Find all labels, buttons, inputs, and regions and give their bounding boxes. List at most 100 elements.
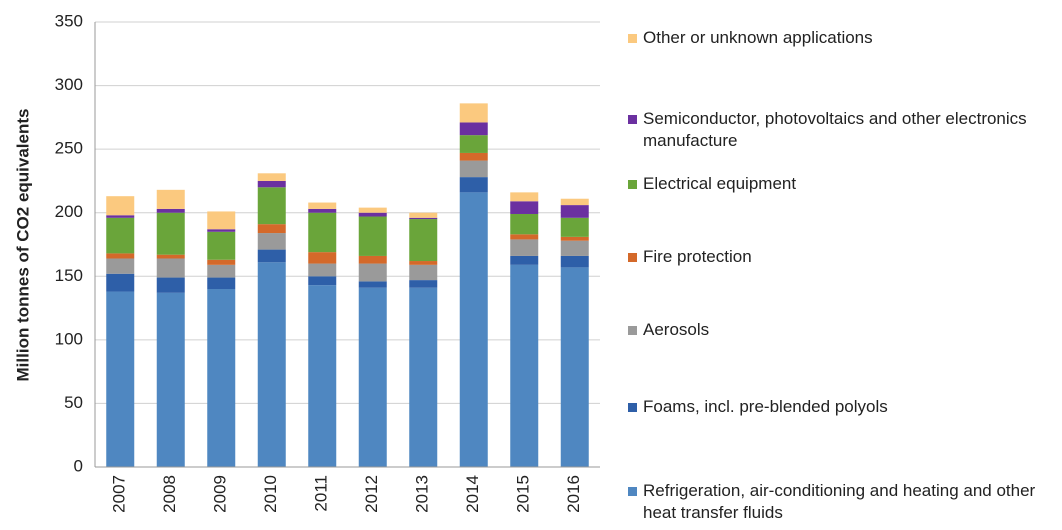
bar-segment	[459, 152, 488, 161]
bar-segment	[106, 258, 135, 274]
bar-segment	[156, 254, 185, 259]
bar-segment	[560, 198, 589, 206]
bar-segment	[308, 202, 337, 209]
x-tick-label: 2016	[564, 475, 583, 513]
bar-segment	[106, 291, 135, 467]
legend-entry: Electrical equipment	[628, 173, 1058, 195]
y-tick-label: 250	[55, 139, 83, 158]
x-tick-label: 2013	[413, 475, 432, 513]
legend-entry: Aerosols	[628, 319, 1058, 341]
bar-segment	[409, 287, 438, 467]
legend-entry: Other or unknown applications	[628, 27, 1058, 49]
bar-segment	[257, 224, 286, 234]
x-tick-label: 2012	[362, 475, 381, 513]
legend-label: Other or unknown applications	[643, 28, 873, 47]
bar-segment	[207, 229, 236, 232]
bar-segment	[560, 240, 589, 256]
x-tick-label: 2010	[261, 475, 280, 513]
legend-swatch	[628, 253, 637, 262]
y-tick-label: 350	[55, 11, 83, 30]
bar-segment	[207, 211, 236, 230]
bar-segment	[207, 259, 236, 265]
bar-segment	[560, 267, 589, 467]
bar-segment	[510, 264, 539, 467]
bar-segment	[459, 135, 488, 153]
bar-segment	[257, 262, 286, 467]
bar-segment	[459, 192, 488, 467]
bar-segment	[560, 205, 589, 218]
bar-segment	[156, 258, 185, 278]
x-tick-label: 2014	[463, 475, 482, 513]
bar-segment	[106, 273, 135, 292]
bar-segment	[358, 281, 387, 288]
legend-label: Refrigeration, air-conditioning and heat…	[643, 481, 1036, 522]
bar-segment	[560, 255, 589, 268]
bar-segment	[358, 255, 387, 264]
x-tick-label: 2008	[160, 475, 179, 513]
legend-entry: Fire protection	[628, 246, 1058, 268]
legend-entry: Semiconductor, photovoltaics and other e…	[628, 108, 1028, 152]
legend-label: Foams, incl. pre-blended polyols	[643, 397, 888, 416]
bar-segment	[207, 264, 236, 278]
legend-swatch	[628, 34, 637, 43]
y-tick-label: 300	[55, 75, 83, 94]
legend-label: Aerosols	[643, 320, 710, 339]
bar-segment	[207, 277, 236, 289]
legend-swatch	[628, 115, 637, 124]
legend-label: Fire protection	[643, 247, 752, 266]
bar-segment	[106, 217, 135, 254]
bar-segment	[409, 217, 438, 220]
bar-segment	[510, 213, 539, 235]
bar-segment	[308, 212, 337, 253]
legend-swatch	[628, 403, 637, 412]
y-tick-label: 150	[55, 266, 83, 285]
bar-segment	[308, 252, 337, 264]
legend-label: Electrical equipment	[643, 174, 797, 193]
bar-segment	[156, 212, 185, 255]
bar-segment	[409, 212, 438, 218]
bar-segment	[308, 263, 337, 277]
legend-swatch	[628, 180, 637, 189]
bar-segment	[106, 253, 135, 259]
bar-segment	[358, 263, 387, 282]
bar-segment	[409, 219, 438, 262]
bar-segment	[257, 187, 286, 225]
bar-segment	[409, 264, 438, 281]
bar-segment	[510, 255, 539, 265]
x-tick-label: 2007	[110, 475, 129, 513]
x-tick-label: 2009	[211, 475, 230, 513]
bar-segment	[358, 207, 387, 213]
bar-segment	[409, 280, 438, 288]
legend-entry: Refrigeration, air-conditioning and heat…	[628, 480, 1058, 524]
bar-segment	[358, 216, 387, 256]
bar-segment	[106, 196, 135, 216]
bar-segment	[560, 217, 589, 237]
y-tick-label: 50	[64, 393, 83, 412]
y-tick-label: 0	[74, 456, 83, 475]
bar-segment	[358, 212, 387, 217]
bar-segment	[308, 208, 337, 213]
bar-segment	[510, 192, 539, 202]
legend-label: Semiconductor, photovoltaics and other e…	[643, 109, 1027, 150]
bar-segment	[257, 180, 286, 188]
bar-segment	[156, 292, 185, 467]
bar-segment	[257, 233, 286, 250]
bar-segment	[207, 289, 236, 467]
bar-segment	[459, 103, 488, 123]
legend-entry: Foams, incl. pre-blended polyols	[628, 396, 1058, 418]
bar-segment	[156, 189, 185, 209]
y-axis-label: Million tonnes of CO2 equivalents	[13, 109, 32, 382]
bar-segment	[106, 215, 135, 218]
legend-swatch	[628, 326, 637, 335]
bar-segment	[358, 287, 387, 467]
x-tick-label: 2015	[514, 475, 533, 513]
bar-segment	[409, 261, 438, 265]
y-tick-label: 200	[55, 202, 83, 221]
bar-segment	[510, 234, 539, 240]
x-tick-label: 2011	[312, 475, 331, 512]
bar-segment	[560, 236, 589, 241]
bar-segment	[459, 160, 488, 178]
bar-segment	[510, 239, 539, 256]
bar-segment	[308, 285, 337, 467]
